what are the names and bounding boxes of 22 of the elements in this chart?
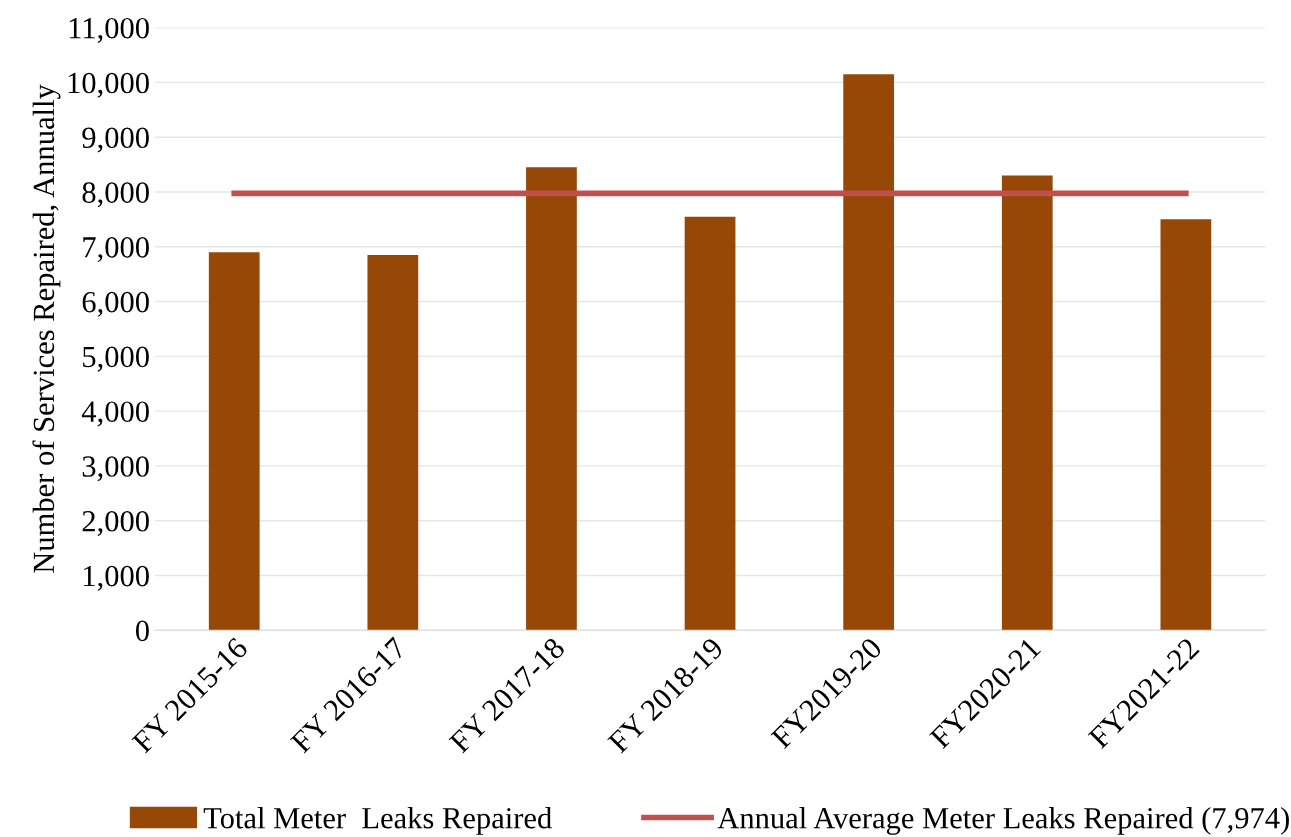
y-tick-label: 4,000 [81,401,149,427]
y-tick-label: 9,000 [82,127,149,153]
y-tick-label: 7,000 [83,237,149,263]
bar [367,254,419,631]
y-axis-title: Number of Services Repaired, Annually [32,84,61,573]
y-tick-label: 2,000 [82,510,149,536]
bar [1001,175,1053,631]
bar [684,216,736,631]
y-tick-label: 11,000 [69,17,149,43]
legend-label: Annual Average Meter Leaks Repaired (7,974) [717,806,1289,835]
y-tick-label: 8,000 [82,182,149,208]
bar [526,167,577,631]
y-tick-label: 6,000 [82,291,149,317]
bar [208,252,260,631]
y-tick-label: 1,000 [84,565,149,591]
y-tick-label: 0 [135,620,149,642]
y-tick-label: 5,000 [83,346,149,372]
bar [843,74,895,631]
legend-label: Total Meter Leaks Repaired [203,806,552,835]
y-tick-label: 10,000 [68,72,149,98]
bar [1160,219,1212,631]
y-tick-label: 3,000 [82,456,149,482]
